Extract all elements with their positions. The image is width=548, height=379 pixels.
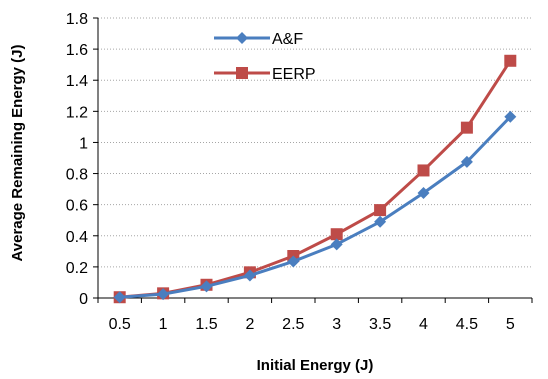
y-tick-label: 1.6 — [66, 42, 88, 59]
data-point-square — [236, 67, 248, 79]
data-point-square — [330, 228, 343, 241]
data-point-diamond — [460, 155, 473, 168]
data-point-square — [374, 204, 387, 217]
series-eerp — [113, 54, 517, 304]
data-point-diamond — [243, 269, 256, 282]
data-point-diamond — [200, 280, 213, 293]
x-tick-label: 3 — [332, 316, 341, 333]
x-tick-label: 2 — [245, 316, 254, 333]
series-line — [119, 115, 512, 299]
y-tick-label: 0.2 — [66, 260, 88, 277]
y-tick-label: 0.6 — [66, 198, 88, 215]
data-point-diamond — [417, 187, 430, 199]
data-point-square — [417, 164, 430, 177]
data-point-square — [460, 121, 473, 134]
data-point-diamond — [236, 32, 248, 44]
y-tick-label: 1.2 — [66, 104, 88, 121]
x-tick-label: 0.5 — [109, 316, 131, 333]
y-axis-title: Average Remaining Energy (J) — [9, 44, 26, 261]
x-tick-labels: 0.5 1 1.5 2 2.5 3 3.5 4 4.5 5 — [109, 316, 515, 333]
y-tick-label: 1.8 — [66, 11, 88, 28]
series-layer — [113, 54, 517, 304]
gridlines — [93, 17, 532, 299]
legend: A&F EERP — [214, 31, 316, 83]
data-point-diamond — [157, 288, 170, 301]
x-tick-label: 5 — [506, 316, 515, 333]
x-tick-label: 2.5 — [282, 316, 304, 333]
y-tick-label: 0.4 — [66, 229, 88, 246]
series-a-f — [113, 110, 517, 304]
x-tick-label: 4.5 — [456, 316, 478, 333]
legend-label: A&F — [272, 31, 303, 48]
x-tick-label: 1.5 — [195, 316, 217, 333]
x-tick-label: 3.5 — [369, 316, 391, 333]
data-point-diamond — [287, 255, 300, 268]
data-point-square — [504, 54, 517, 67]
x-axis-title: Initial Energy (J) — [257, 357, 374, 374]
data-point-diamond — [374, 215, 387, 228]
y-tick-label: 1.4 — [66, 73, 88, 90]
data-point-diamond — [330, 238, 343, 251]
y-tick-label: 1 — [79, 135, 88, 152]
legend-label: EERP — [272, 66, 316, 83]
data-point-diamond — [113, 291, 126, 304]
y-tick-label: 0 — [79, 291, 88, 308]
y-tick-labels: 0 0.2 0.4 0.6 0.8 1 1.2 1.4 1.6 1.8 — [66, 11, 88, 308]
y-tick-label: 0.8 — [66, 167, 88, 184]
x-tick-label: 4 — [419, 316, 428, 333]
data-point-diamond — [504, 110, 517, 123]
x-tick-label: 1 — [159, 316, 168, 333]
series-line — [119, 59, 512, 299]
axes — [97, 18, 533, 303]
